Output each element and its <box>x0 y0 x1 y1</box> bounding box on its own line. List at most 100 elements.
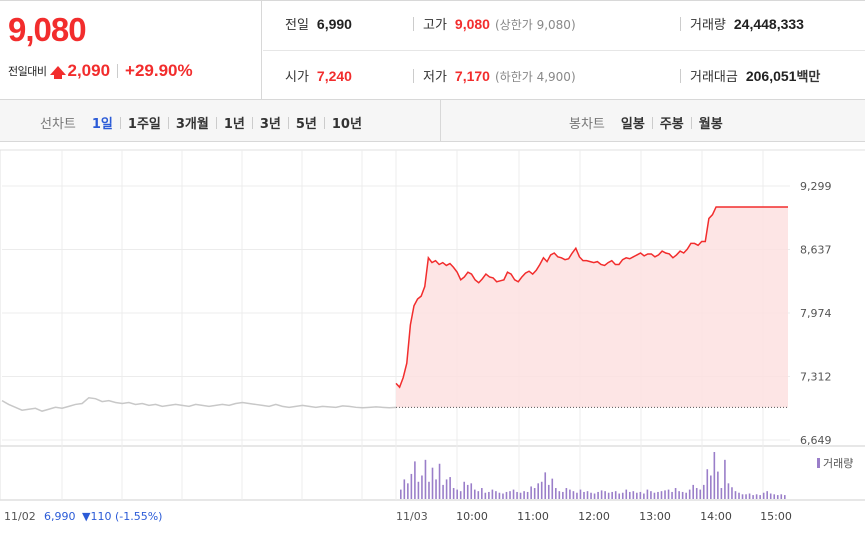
volume-legend-swatch <box>817 458 820 468</box>
quote-header: 9,080 전일대비 2,090 +29.90% 전일 6,990 고가 9,0… <box>0 0 865 100</box>
tab-1w[interactable]: 1주일 <box>127 117 161 132</box>
volume-bar <box>540 481 543 499</box>
volume-bar <box>762 492 765 499</box>
divider <box>440 100 441 142</box>
stat-high: 고가 9,080 (상한가 9,080) <box>423 16 576 33</box>
volume-legend-label: 거래량 <box>823 457 853 470</box>
volume-bar <box>720 488 723 499</box>
prev-day-date-label: 11/02 <box>4 510 36 523</box>
volume-bar <box>717 471 719 499</box>
volume-bars: 거래량 <box>400 452 853 499</box>
volume-bar <box>466 484 469 499</box>
volume-bar <box>551 478 554 499</box>
volume-bar <box>459 491 462 499</box>
volume-bar <box>410 473 413 499</box>
volume-bar <box>784 495 786 499</box>
tab-1y[interactable]: 1년 <box>223 117 245 132</box>
volume-bar <box>505 491 508 499</box>
volume-bar <box>502 493 504 499</box>
volume-bar <box>731 487 733 499</box>
volume-bar <box>724 459 726 499</box>
volume-bar <box>498 492 501 499</box>
volume-bar <box>452 488 455 499</box>
up-arrow-icon <box>50 65 67 79</box>
tab-daily[interactable]: 일봉 <box>620 117 645 132</box>
y-tick-label: 7,312 <box>800 370 832 383</box>
volume-bar <box>583 491 585 499</box>
prev-day-close-label: 6,990 <box>44 510 76 523</box>
volume-bar <box>625 489 628 499</box>
volume-bar <box>438 463 441 499</box>
change-label: 전일대비 <box>8 65 47 78</box>
volume-bar <box>576 492 578 499</box>
volume-bar <box>636 492 638 499</box>
volume-bar <box>470 483 473 499</box>
today-date-label: 11/03 <box>396 510 428 523</box>
volume-bar <box>414 461 416 499</box>
candle-chart-title: 봉차트 <box>569 117 605 132</box>
volume-bar <box>688 489 691 499</box>
x-tick-label: 11:00 <box>517 510 549 523</box>
divider <box>413 17 414 31</box>
volume-bar <box>435 479 437 499</box>
volume-bar <box>562 491 564 499</box>
line-chart-title: 선차트 <box>40 117 76 132</box>
volume-bar <box>639 491 642 499</box>
volume-bar <box>516 491 518 499</box>
divider <box>117 64 119 78</box>
volume-bar <box>519 492 522 499</box>
volume-bar <box>628 491 631 499</box>
volume-bar <box>713 452 716 499</box>
volume-bar <box>473 489 476 499</box>
volume-bar <box>533 488 536 499</box>
volume-bar <box>755 494 758 499</box>
tab-weekly[interactable]: 주봉 <box>659 117 684 132</box>
volume-bar <box>530 486 532 499</box>
stat-prev-close: 전일 6,990 <box>285 16 352 33</box>
y-tick-label: 8,637 <box>800 243 832 256</box>
stat-open: 시가 7,240 <box>285 68 352 85</box>
stat-low: 저가 7,170 (하한가 4,900) <box>423 68 576 85</box>
volume-bar <box>449 477 451 499</box>
x-tick-label: 15:00 <box>760 510 792 523</box>
volume-bar <box>547 484 550 499</box>
volume-bar <box>572 491 575 499</box>
volume-bar <box>653 492 656 499</box>
today-line <box>395 206 788 408</box>
tab-3y[interactable]: 3년 <box>259 117 281 132</box>
current-price: 9,080 <box>8 11 87 48</box>
change-value: 2,090 <box>67 61 111 80</box>
volume-bar <box>702 484 705 499</box>
stat-amount: 거래대금 206,051 백만 <box>690 68 821 85</box>
tab-3m[interactable]: 3개월 <box>175 117 209 132</box>
volume-bar <box>481 488 483 499</box>
volume-bar <box>544 472 547 499</box>
volume-bar <box>586 491 589 499</box>
volume-bar <box>523 491 525 499</box>
volume-bar <box>445 479 448 499</box>
volume-bar <box>621 492 624 499</box>
volume-bar <box>512 489 515 499</box>
volume-bar <box>776 495 779 499</box>
tab-5y[interactable]: 5년 <box>295 117 317 132</box>
x-tick-label: 10:00 <box>456 510 488 523</box>
y-tick-label: 9,299 <box>800 180 832 193</box>
volume-bar <box>671 491 673 499</box>
volume-bar <box>660 491 663 499</box>
divider <box>680 69 681 83</box>
chart-period-bar: 선차트 1일 1주일 3개월 1년 3년 5년 10년 봉차트 일봉 주봉 월봉 <box>0 100 865 142</box>
volume-bar <box>569 489 571 499</box>
volume-bar <box>509 491 511 499</box>
volume-bar <box>463 481 466 499</box>
volume-bar <box>484 492 487 499</box>
volume-bar <box>685 492 687 499</box>
candle-chart-tabs: 봉차트 일봉 주봉 월봉 <box>569 113 723 132</box>
volume-bar <box>681 491 684 499</box>
tab-monthly[interactable]: 월봉 <box>698 117 723 132</box>
tab-10y[interactable]: 10년 <box>331 117 362 132</box>
current-price-box: 9,080 전일대비 2,090 +29.90% <box>0 1 262 100</box>
volume-bar <box>759 495 761 499</box>
volume-bar <box>421 475 423 499</box>
volume-bar <box>558 491 561 499</box>
tab-1d[interactable]: 1일 <box>91 117 113 132</box>
